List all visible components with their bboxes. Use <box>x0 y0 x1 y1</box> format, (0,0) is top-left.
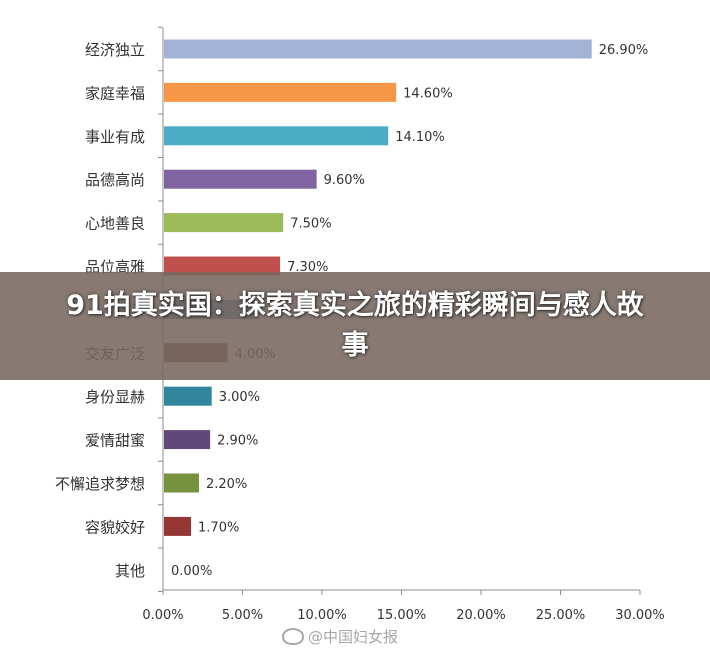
bar <box>164 256 281 276</box>
overlay-title: 91拍真实国：探索真实之旅的精彩瞬间与感人故事 <box>66 290 644 361</box>
bars <box>164 39 592 536</box>
category-label: 事业有成 <box>85 128 145 146</box>
x-tick-label: 10.00% <box>297 608 347 623</box>
bar <box>164 473 199 493</box>
data-label: 7.50% <box>290 217 331 232</box>
weibo-logo-icon <box>282 628 304 645</box>
data-label: 0.00% <box>171 564 212 579</box>
data-label: 3.00% <box>219 390 260 405</box>
category-label: 其他 <box>115 562 145 580</box>
bar <box>164 82 397 102</box>
bar <box>164 213 284 233</box>
x-tick-label: 25.00% <box>536 608 586 623</box>
x-tick-label: 0.00% <box>142 608 183 623</box>
category-label: 品德高尚 <box>85 171 145 189</box>
bar <box>164 126 389 146</box>
watermark: @中国妇女报 <box>282 626 398 647</box>
bar <box>164 39 592 59</box>
x-tick-label: 30.00% <box>615 608 665 623</box>
data-label: 26.90% <box>599 43 649 58</box>
x-tick-label: 15.00% <box>377 608 427 623</box>
watermark-text: @中国妇女报 <box>308 628 399 646</box>
bar <box>164 516 192 536</box>
category-label: 经济独立 <box>85 41 145 59</box>
data-label: 7.30% <box>287 260 328 275</box>
x-tick-label: 5.00% <box>222 608 263 623</box>
x-tick-label: 20.00% <box>456 608 506 623</box>
category-label: 家庭幸福 <box>85 84 145 102</box>
data-label: 14.60% <box>403 86 453 101</box>
x-axis <box>162 589 641 595</box>
bar <box>164 430 211 450</box>
category-label: 心地善良 <box>85 215 145 233</box>
data-label: 14.10% <box>395 130 445 145</box>
category-label: 容貌姣好 <box>85 518 145 536</box>
data-label: 9.60% <box>324 173 365 188</box>
bar <box>164 386 212 406</box>
data-label: 1.70% <box>198 520 239 535</box>
data-label: 2.90% <box>217 434 258 449</box>
title-banner: 91拍真实国：探索真实之旅的精彩瞬间与感人故事 <box>0 272 710 380</box>
bar <box>164 169 317 189</box>
value-labels: 26.90%14.60%14.10%9.60%7.50%7.30%4.00%3.… <box>171 43 648 579</box>
data-label: 2.20% <box>206 477 247 492</box>
category-label: 爱情甜蜜 <box>85 432 145 450</box>
category-label: 身份显赫 <box>85 388 145 406</box>
category-label: 品位高雅 <box>85 258 145 276</box>
category-label: 不懈追求梦想 <box>55 475 145 493</box>
tick-labels: 0.00% 5.00% 10.00% 15.00% 20.00% 25.00% 30.00% <box>142 608 664 623</box>
